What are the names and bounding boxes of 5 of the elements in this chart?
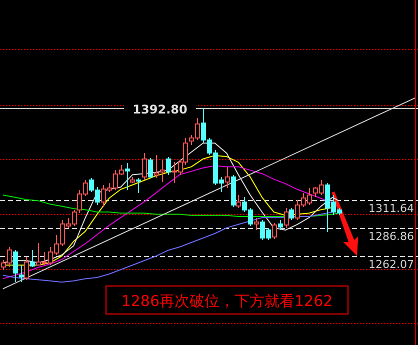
ref-line-label: 1392.80 (132, 102, 188, 116)
y-tick-label: 1311.64 (368, 202, 414, 215)
y-tick-label: 1286.86 (368, 230, 414, 243)
y-tick-label: 1262.07 (368, 258, 414, 271)
annotation: 1286再次破位，下方就看1262 (121, 292, 333, 310)
